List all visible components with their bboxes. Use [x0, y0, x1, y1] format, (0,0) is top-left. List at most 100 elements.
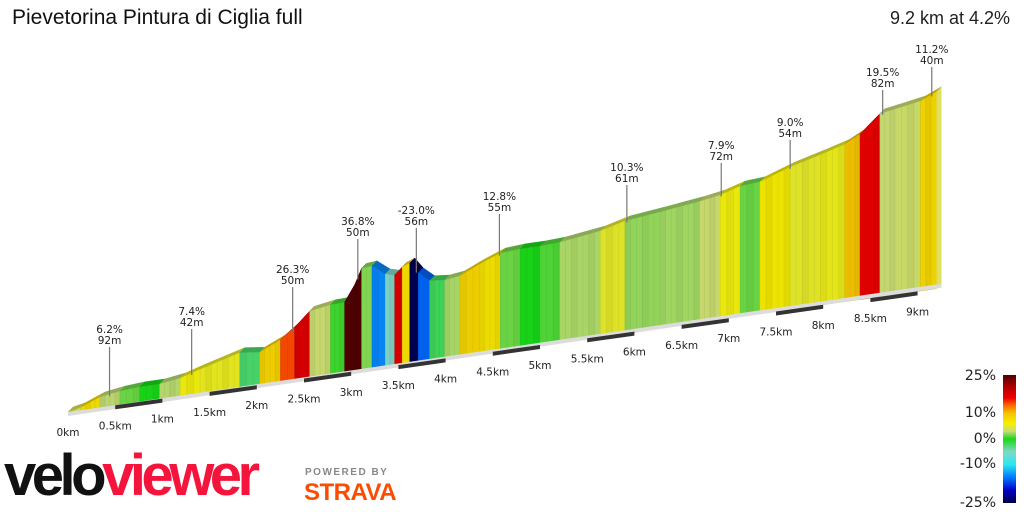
profile-end-face [936, 86, 942, 289]
profile-segment [361, 266, 367, 371]
profile-segment [489, 255, 496, 353]
profile-segment [618, 220, 626, 335]
profile-segment [354, 268, 362, 372]
distance-axis [68, 283, 942, 416]
profile-segment [600, 228, 607, 337]
profile-segment [199, 366, 207, 394]
profile-segment [146, 384, 154, 402]
profile-segment [642, 214, 649, 331]
profile-segment [479, 261, 485, 354]
x-tick-label: 8.5km [854, 313, 887, 325]
annotation-grade: 7.9% [708, 140, 735, 152]
profile-segment [193, 368, 201, 395]
profile-segment [275, 339, 281, 383]
veloviewer-logo[interactable]: veloviewer [4, 443, 260, 508]
legend-label-10: 10% [965, 405, 996, 421]
x-tick-label: 9km [906, 306, 929, 318]
profile-segment [901, 104, 908, 294]
profile-segment [246, 352, 254, 387]
profile-segment [459, 271, 467, 357]
profile-segment [907, 102, 915, 294]
strava-logo[interactable]: STRAVA [304, 479, 397, 506]
profile-segment [228, 354, 235, 390]
profile-segment [205, 364, 212, 393]
profile-segment [832, 146, 839, 304]
profile-segment [330, 303, 336, 375]
profile-segment [693, 201, 700, 324]
profile-segment [309, 309, 316, 378]
x-tick-label: 4.5km [476, 367, 509, 379]
profile-segment [765, 175, 773, 314]
profile-segment [494, 252, 501, 352]
annotation-length: 42m [180, 317, 204, 329]
annotation-length: 56m [405, 216, 429, 228]
profile-segment [665, 208, 672, 328]
profile-segment [726, 188, 734, 319]
profile-segment [873, 113, 881, 298]
profile-segment [444, 278, 450, 359]
profile-segment [454, 275, 460, 358]
profile-segment [126, 388, 134, 404]
profile-segment [606, 225, 613, 336]
profile-segment [180, 374, 188, 397]
distance-axis-band [115, 398, 163, 410]
x-tick-label: 3.5km [382, 380, 415, 392]
profile-segment [814, 154, 821, 307]
x-tick-label: 2km [245, 400, 268, 412]
annotation-grade: 26.3% [276, 264, 309, 276]
x-tick-label: 6km [623, 347, 646, 359]
x-tick-label: 4km [434, 373, 457, 385]
profile-segment [259, 348, 266, 386]
profile-segment [506, 250, 514, 350]
profile-segment [222, 357, 229, 391]
profile-segment [334, 302, 341, 375]
profile-segment [384, 273, 391, 368]
distance-axis-band [587, 331, 635, 343]
profile-segment [409, 262, 419, 364]
profile-segment [582, 233, 590, 340]
x-tick-label: 5km [529, 360, 552, 372]
profile-segment [753, 181, 761, 315]
distance-axis-band [681, 318, 729, 329]
route-title: Pievetorina Pintura di Ciglia full [12, 6, 303, 29]
profile-segment [401, 262, 410, 365]
profile-segment [371, 265, 379, 370]
profile-segment [796, 161, 803, 309]
annotation-grade: 36.8% [341, 216, 374, 228]
profile-segment [186, 371, 194, 396]
annotation-grade: 12.8% [483, 191, 516, 203]
profile-segment [304, 310, 310, 379]
profile-segment [808, 156, 815, 308]
profile-segment [849, 137, 856, 302]
profile-segment [546, 243, 554, 345]
legend-label-25: 25% [965, 368, 996, 384]
profile-segment [109, 392, 116, 407]
profile-segment [553, 241, 561, 344]
annotation-grade: 11.2% [915, 44, 948, 56]
profile-segment [164, 380, 171, 399]
profile-segment [676, 205, 683, 326]
annotation-length: 82m [871, 78, 895, 90]
annotation-length: 50m [346, 227, 370, 239]
profile-segment [519, 247, 527, 349]
profile-segment [720, 191, 728, 320]
annotation-length: 55m [488, 202, 512, 214]
x-tick-label: 8km [812, 320, 835, 332]
profile-segment [820, 151, 827, 306]
profile-segment [594, 230, 601, 338]
profile-segment [299, 316, 305, 380]
profile-segment [565, 238, 572, 342]
profile-segment [894, 106, 902, 295]
profile-segment [733, 185, 741, 318]
profile-segment [439, 279, 445, 360]
profile-segment [636, 216, 643, 332]
legend-label-minus25: -25% [960, 495, 996, 511]
profile-segment [588, 232, 595, 339]
x-tick-label: 2.5km [287, 394, 320, 406]
profile-segment [671, 207, 678, 327]
route-summary: 9.2 km at 4.2% [889, 8, 1010, 28]
annotation-grade: 19.5% [866, 67, 899, 79]
x-tick-label: 6.5km [665, 340, 698, 352]
profile-segment [314, 307, 321, 378]
profile-segment [889, 108, 896, 296]
